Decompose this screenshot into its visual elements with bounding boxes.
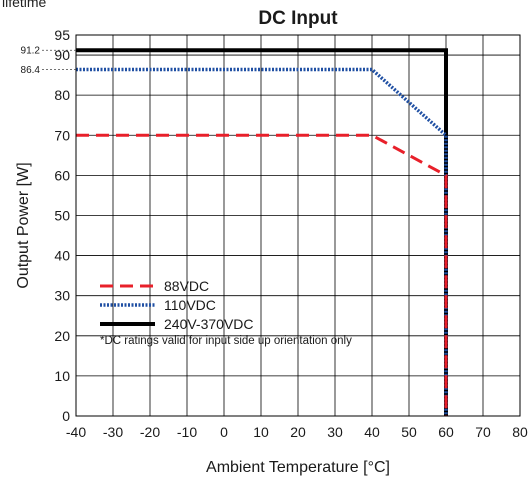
chart-title: DC Input [258, 8, 338, 29]
y-tick-label: 40 [54, 248, 70, 264]
x-tick-label: -30 [103, 424, 123, 440]
grid [75, 35, 521, 417]
legend-label: 110VDC [164, 297, 216, 313]
axes: -40 -30 -20 -10 0 10 20 30 40 50 60 70 80 0 10 20 30 40 50… [21, 27, 528, 440]
series-layer [76, 48, 448, 416]
legend-label: 88VDC [164, 278, 209, 294]
x-tick-label: 40 [364, 424, 380, 440]
y-tick-label: 70 [54, 127, 70, 143]
x-axis-label: Ambient Temperature [°C] [206, 459, 390, 476]
x-tick-label: -10 [177, 424, 197, 440]
y-tick-label: 95 [54, 27, 70, 43]
reference-label: 91.2 [21, 46, 41, 57]
x-tick-label: 10 [253, 424, 269, 440]
plot-frame [75, 34, 521, 417]
y-tick-label: 50 [54, 207, 70, 223]
series-line-110vdc [76, 67, 448, 416]
y-tick-label: 20 [54, 328, 70, 344]
legend-label: 240V-370VDC [164, 316, 254, 332]
x-tick-label: 20 [290, 424, 306, 440]
y-tick-label: 60 [54, 167, 70, 183]
x-tick-label: 60 [438, 424, 454, 440]
x-tick-label: 30 [327, 424, 343, 440]
y-tick-label: 90 [54, 47, 70, 63]
cropped-header-text: lifetime [2, 0, 47, 10]
y-tick-label: 30 [54, 288, 70, 304]
x-tick-label: 80 [512, 424, 528, 440]
y-tick-label: 80 [54, 87, 70, 103]
legend-note: *DC ratings valid for input side up orie… [100, 335, 352, 347]
y-tick-label: 0 [62, 408, 70, 424]
x-tick-label: -40 [66, 424, 86, 440]
x-tick-label: 50 [401, 424, 417, 440]
legend: 88VDC 110VDC 240V-370VDC *DC ratings valid … [100, 278, 352, 347]
reference-label: 86.4 [21, 65, 41, 76]
y-axis-label: Output Power [W] [15, 162, 32, 288]
x-tick-label: 0 [220, 424, 228, 440]
y-tick-label: 10 [54, 368, 70, 384]
x-tick-label: -20 [140, 424, 160, 440]
x-tick-label: 70 [475, 424, 491, 440]
series-line-88vdc [76, 133, 448, 416]
